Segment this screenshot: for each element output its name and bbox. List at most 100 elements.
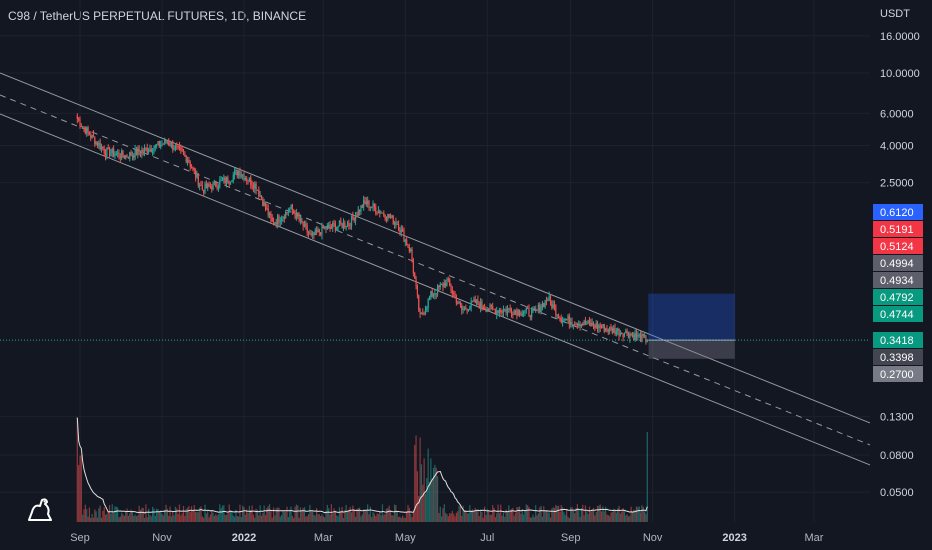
volume-bar (615, 512, 617, 522)
candle-body (278, 215, 280, 223)
volume-bar (400, 517, 402, 522)
volume-bar (463, 510, 466, 522)
candle-body (212, 182, 214, 190)
tradingview-logo-icon[interactable] (26, 494, 56, 522)
candle-body (244, 178, 246, 180)
candle-body (637, 334, 639, 337)
candle-body (412, 260, 414, 274)
candle-body (195, 170, 197, 178)
volume-bar (445, 512, 447, 522)
volume-bar (505, 509, 507, 522)
candle-body (631, 334, 634, 336)
volume-bar (341, 506, 343, 522)
candle-body (643, 335, 646, 337)
candle-body (606, 328, 608, 330)
candle-body (201, 185, 203, 190)
candle-body (154, 144, 156, 148)
volume-bar (204, 504, 206, 522)
candle-body (182, 151, 185, 154)
volume-bar (443, 504, 445, 522)
candle-body (613, 328, 615, 333)
candle-body (352, 215, 354, 218)
candle-body (119, 156, 121, 159)
volume-bar (176, 508, 178, 522)
candle-body (88, 131, 91, 136)
price-axis[interactable]: 16.0000 10.0000 6.0000 4.0000 2.5000 0.1300 0.… (873, 31, 923, 499)
volume-bar (310, 510, 312, 522)
candle-body (283, 216, 285, 219)
candle-body (315, 230, 318, 233)
volume-bar (317, 514, 319, 522)
volume-bar (578, 508, 580, 522)
volume-bar (475, 509, 478, 522)
volume-bar (181, 513, 183, 522)
volume-bar (359, 507, 361, 522)
volume-bar (162, 515, 164, 522)
volume-bar (625, 515, 627, 522)
price-tag-background (873, 221, 923, 237)
volume-bar (346, 511, 349, 522)
volume-bar (579, 516, 581, 522)
volume-bar (451, 510, 453, 522)
candle-body (408, 247, 410, 252)
volume-bar (137, 515, 139, 522)
candle-body (459, 301, 462, 306)
volume-bar (557, 505, 560, 522)
volume-bar (397, 516, 400, 522)
volume-bar (488, 510, 490, 522)
candle-body (216, 186, 218, 189)
grid-lines (0, 0, 870, 522)
volume-bar (533, 516, 535, 522)
volume-bar (278, 507, 280, 522)
candle-body (599, 325, 601, 328)
volume-bar (471, 509, 474, 522)
volume-bar (256, 509, 259, 522)
volume-bar (549, 517, 552, 522)
candle-body (170, 142, 173, 147)
candle-body (541, 303, 544, 308)
candle-body (445, 282, 447, 286)
volume-bar (326, 504, 328, 522)
regression-channel[interactable] (0, 72, 871, 466)
price-tag: 0.2700 (873, 366, 923, 382)
volume-bar (166, 508, 168, 522)
volume-bar (104, 514, 107, 522)
candle-body (324, 226, 326, 229)
volume-average-line (76, 417, 648, 514)
volume-bar (596, 506, 599, 522)
candle-body (431, 291, 433, 297)
candle-body (435, 293, 437, 295)
time-axis[interactable]: Sep Nov 2022 Mar May Jul Sep Nov 2023 Mar (70, 532, 824, 544)
volume-bar (98, 508, 100, 522)
long-position-tool[interactable] (648, 293, 736, 359)
candle-body (403, 231, 405, 242)
volume-bar (356, 509, 358, 522)
candle-body (598, 325, 600, 329)
volume-bar (180, 515, 182, 522)
candle-body (310, 233, 312, 235)
price-tag-label: 0.4934 (880, 275, 914, 287)
candle-body (454, 293, 456, 297)
volume-bar (231, 511, 233, 522)
volume-bar (438, 513, 440, 522)
volume-bar (609, 516, 611, 522)
candle-body (219, 180, 221, 187)
volume-bar (430, 458, 432, 522)
price-tag-background (873, 349, 923, 365)
candle-body (364, 200, 366, 202)
candle-body (575, 323, 577, 326)
volume-bar (455, 512, 457, 522)
volume-bar (333, 508, 335, 522)
volume-bar (371, 517, 373, 522)
volume-bar (631, 511, 634, 522)
candle-body (161, 143, 163, 145)
candle-body (348, 223, 350, 225)
candle-body (484, 308, 486, 310)
candle-body (188, 160, 190, 163)
volume-bar (377, 514, 380, 522)
candle-body (576, 323, 578, 326)
volume-bar (406, 511, 408, 522)
volume-bar (473, 510, 475, 522)
volume-bar (461, 515, 463, 522)
